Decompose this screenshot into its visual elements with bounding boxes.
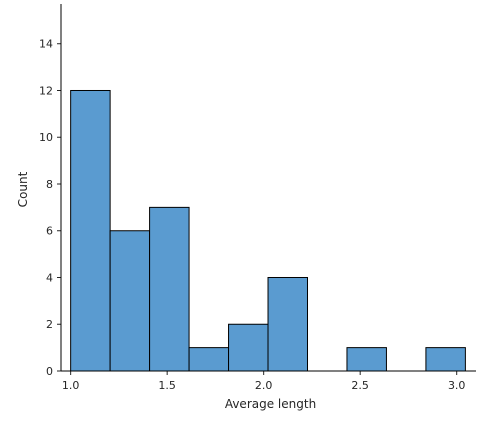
y-axis-label: Count: [16, 171, 30, 207]
histogram-bar: [188, 347, 230, 372]
histogram-bar: [228, 323, 269, 372]
y-tick-label: 4: [46, 271, 53, 284]
y-axis-ticks: 0 2 4 6 8 10 12 14: [39, 38, 61, 378]
histogram-bars: [70, 89, 466, 372]
y-tick-label: 14: [39, 38, 53, 51]
histogram-bar: [109, 230, 151, 372]
histogram-bar: [425, 347, 466, 372]
x-axis-label: Average length: [225, 397, 316, 411]
y-tick-label: 6: [46, 225, 53, 238]
histogram-bar: [267, 276, 308, 372]
histogram-bar: [70, 89, 111, 372]
x-tick-label: 1.5: [158, 379, 176, 392]
y-tick-label: 8: [46, 178, 53, 191]
histogram-bar: [149, 206, 190, 372]
x-tick-label: 2.5: [351, 379, 369, 392]
y-tick-label: 2: [46, 318, 53, 331]
y-tick-label: 0: [46, 365, 53, 378]
x-tick-label: 1.0: [62, 379, 80, 392]
x-tick-label: 3.0: [448, 379, 466, 392]
x-axis-ticks: 1.0 1.5 2.0 2.5 3.0: [62, 371, 466, 392]
x-tick-label: 2.0: [255, 379, 273, 392]
y-tick-label: 10: [39, 131, 53, 144]
y-tick-label: 12: [39, 84, 53, 97]
histogram-bar: [346, 347, 387, 372]
